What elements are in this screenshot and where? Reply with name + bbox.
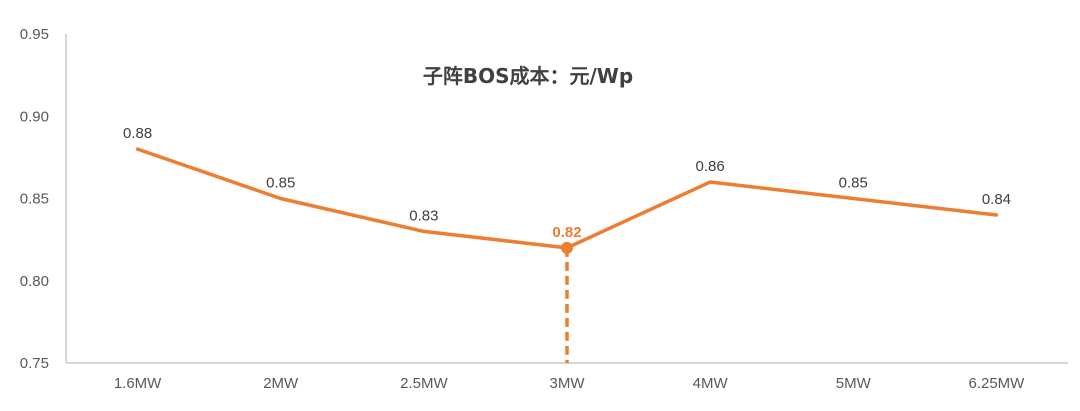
highlight-data-label: 0.82 <box>552 224 581 241</box>
chart-title: 子阵BOS成本：元/Wp <box>423 64 633 88</box>
y-tick-labels: 0.75 0.80 0.85 0.90 0.95 <box>20 26 49 372</box>
x-tick-label: 1.6MW <box>114 375 162 392</box>
data-label: 0.84 <box>982 191 1011 208</box>
x-tick-label: 5MW <box>836 375 872 392</box>
x-tick-label: 2MW <box>263 375 299 392</box>
x-tick-label: 2.5MW <box>400 375 448 392</box>
y-tick-label: 0.90 <box>20 108 49 125</box>
y-tick-label: 0.75 <box>20 355 49 372</box>
x-tick-label: 4MW <box>693 375 729 392</box>
data-label: 0.83 <box>409 207 438 224</box>
y-tick-label: 0.80 <box>20 273 49 290</box>
series-marks <box>135 147 999 363</box>
x-tick-labels: 1.6MW 2MW 2.5MW 3MW 4MW 5MW 6.25MW <box>114 375 1025 392</box>
x-tick-label: 6.25MW <box>968 375 1025 392</box>
x-tick-label: 3MW <box>550 375 586 392</box>
highlight-point <box>561 241 573 254</box>
data-label: 0.88 <box>123 125 152 142</box>
y-tick-label: 0.85 <box>20 191 49 208</box>
data-label: 0.85 <box>839 175 868 192</box>
data-label: 0.85 <box>266 175 295 192</box>
y-tick-label: 0.95 <box>20 26 49 43</box>
data-labels: 0.88 0.85 0.83 0.82 0.86 0.85 0.84 <box>123 125 1011 241</box>
data-label: 0.86 <box>696 158 725 175</box>
